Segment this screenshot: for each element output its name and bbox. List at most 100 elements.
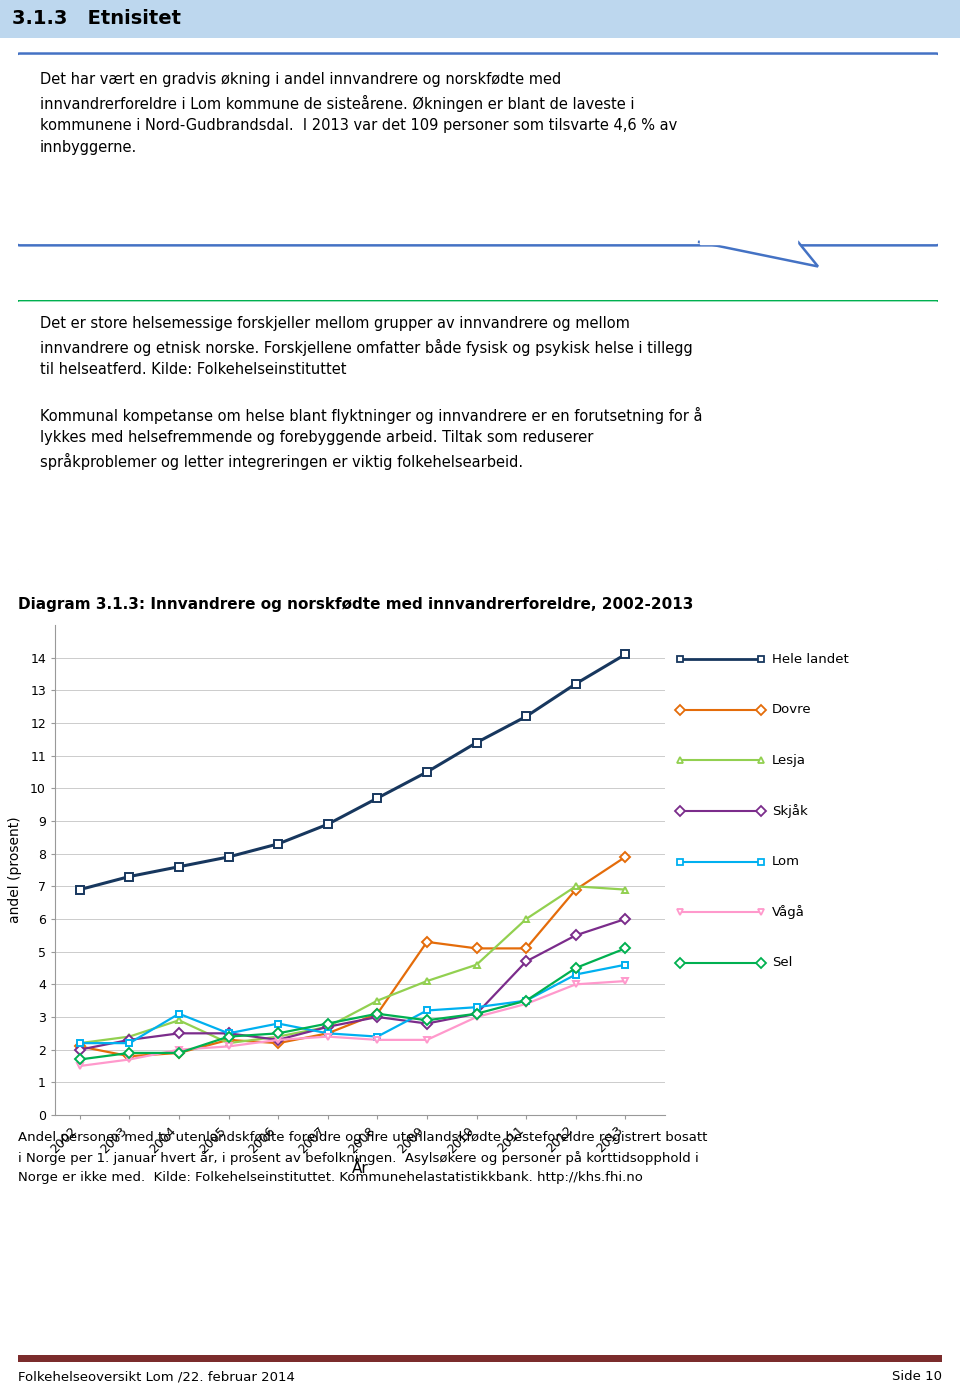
Line: Vågå: Vågå	[77, 978, 629, 1069]
Dovre	[173, 1045, 184, 1062]
Hele landet	[74, 881, 85, 898]
Bar	[700, 239, 797, 245]
X-axis label: År: År	[351, 1161, 369, 1177]
Line: Lom: Lom	[77, 961, 629, 1046]
Vågå	[173, 1041, 184, 1058]
Skjåk	[372, 1009, 383, 1025]
Dovre	[570, 881, 582, 898]
Sel	[173, 1045, 184, 1062]
Sel	[421, 1011, 433, 1028]
Dovre	[470, 940, 482, 957]
Text: 3.1.3   Etnisitet: 3.1.3 Etnisitet	[12, 10, 181, 28]
Text: Hele landet: Hele landet	[772, 652, 849, 666]
Lom	[520, 992, 532, 1009]
Lom	[470, 999, 482, 1016]
Hele landet	[223, 849, 234, 866]
Skjåk	[124, 1031, 135, 1048]
Lesja	[570, 879, 582, 895]
Lom	[421, 1002, 433, 1018]
Vågå	[124, 1051, 135, 1067]
Lom	[223, 1025, 234, 1042]
Polygon shape	[698, 242, 818, 266]
Text: Lesja: Lesja	[772, 754, 806, 767]
Hele landet	[273, 835, 284, 852]
Lesja	[124, 1028, 135, 1045]
Skjåk	[520, 953, 532, 970]
Text: Sel: Sel	[772, 957, 793, 970]
Lesja	[273, 1028, 284, 1045]
Sel	[74, 1051, 85, 1067]
Lom	[124, 1035, 135, 1052]
Text: Det har vært en gradvis økning i andel innvandrere og norskfødte med
innvandrerf: Det har vært en gradvis økning i andel i…	[40, 71, 677, 155]
Line: Hele landet: Hele landet	[76, 651, 630, 894]
Line: Skjåk: Skjåk	[77, 915, 629, 1053]
Sel	[570, 960, 582, 977]
Text: Side 10: Side 10	[892, 1371, 942, 1384]
Skjåk	[223, 1025, 234, 1042]
Lesja	[520, 911, 532, 928]
Skjåk	[619, 911, 631, 928]
Line: Dovre: Dovre	[77, 853, 629, 1059]
Text: Vågå: Vågå	[772, 905, 805, 919]
Lesja	[619, 881, 631, 898]
Dovre	[74, 1038, 85, 1055]
Dovre	[619, 849, 631, 866]
Sel	[470, 1006, 482, 1023]
Lesja	[173, 1011, 184, 1028]
Dovre	[124, 1048, 135, 1065]
Line: Lesja: Lesja	[77, 883, 629, 1046]
FancyBboxPatch shape	[16, 299, 940, 572]
Y-axis label: andel (prosent): andel (prosent)	[8, 817, 22, 923]
Text: Andel personer med to utenlandskfødte foreldre og fire utenlandskfødte bestefore: Andel personer med to utenlandskfødte fo…	[18, 1132, 708, 1184]
Skjåk	[322, 1018, 333, 1035]
Sel	[372, 1006, 383, 1023]
Lesja	[421, 972, 433, 989]
Vågå	[619, 972, 631, 989]
Skjåk	[421, 1016, 433, 1032]
Hele landet	[124, 869, 135, 886]
Sel	[322, 1016, 333, 1032]
Hele landet	[570, 676, 582, 693]
Lom	[570, 967, 582, 983]
Vågå	[372, 1031, 383, 1048]
Dovre	[520, 940, 532, 957]
Lesja	[322, 1018, 333, 1035]
Dovre	[322, 1025, 333, 1042]
Hele landet	[173, 859, 184, 876]
Lesja	[470, 957, 482, 974]
Hele landet	[619, 646, 631, 663]
Text: Dovre: Dovre	[772, 704, 812, 716]
Lom	[619, 957, 631, 974]
Hele landet	[372, 790, 383, 807]
Vågå	[470, 1009, 482, 1025]
Dovre	[421, 933, 433, 950]
Vågå	[421, 1031, 433, 1048]
Sel	[124, 1045, 135, 1062]
Sel	[619, 940, 631, 957]
Text: Det er store helsemessige forskjeller mellom grupper av innvandrere og mellom
in: Det er store helsemessige forskjeller me…	[40, 316, 703, 470]
Skjåk	[74, 1041, 85, 1058]
Skjåk	[470, 1006, 482, 1023]
Vågå	[273, 1031, 284, 1048]
Text: Lom: Lom	[772, 855, 801, 869]
Text: Diagram 3.1.3: Innvandrere og norskfødte med innvandrerforeldre, 2002-2013: Diagram 3.1.3: Innvandrere og norskfødte…	[18, 596, 693, 611]
Skjåk	[273, 1031, 284, 1048]
FancyBboxPatch shape	[16, 53, 940, 245]
Dovre	[223, 1031, 234, 1048]
Skjåk	[173, 1025, 184, 1042]
Dovre	[372, 1006, 383, 1023]
Vågå	[520, 996, 532, 1013]
Text: Skjåk: Skjåk	[772, 804, 808, 818]
Sel	[273, 1025, 284, 1042]
Sel	[223, 1028, 234, 1045]
Lom	[173, 1006, 184, 1023]
Vågå	[570, 977, 582, 993]
Hele landet	[470, 734, 482, 751]
Hele landet	[322, 816, 333, 832]
Dovre	[273, 1035, 284, 1052]
Line: Sel: Sel	[77, 944, 629, 1063]
Sel	[520, 992, 532, 1009]
Skjåk	[570, 928, 582, 944]
Lesja	[223, 1035, 234, 1052]
Vågå	[223, 1038, 234, 1055]
